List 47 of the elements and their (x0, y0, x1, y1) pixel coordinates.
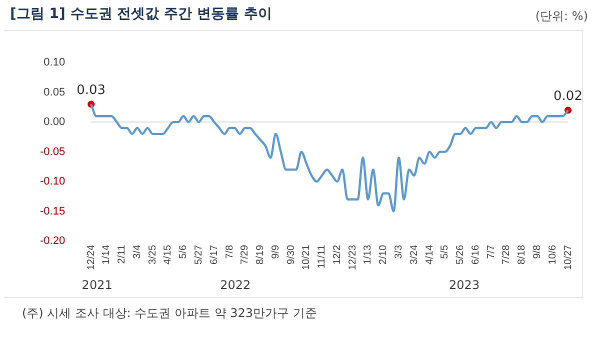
x-tick-label: 3/3 (394, 244, 405, 259)
x-tick-label: 3/24 (408, 244, 420, 264)
text: (단위: %) (535, 8, 588, 25)
x-tick-label: 3/4 (132, 244, 143, 259)
text: (주) 시세 조사 대상: 수도권 아파트 약 323만가구 기준 (22, 305, 317, 322)
y-tick-label: 0.00 (44, 116, 66, 128)
text: 2023 (449, 278, 480, 292)
x-tick-label: 9/30 (286, 244, 297, 264)
x-tick-label: 5/27 (194, 244, 205, 264)
y-tick-label: 0.10 (44, 56, 66, 69)
x-tick-label: 6/17 (208, 244, 220, 264)
x-tick-label: 1/13 (362, 244, 374, 264)
y-tick-label: -0.05 (40, 146, 66, 158)
x-tick-label: 1/14 (101, 244, 112, 264)
y-tick-label: 0.05 (44, 86, 66, 98)
y-tick-label: -0.20 (40, 235, 66, 248)
data-label: 0.03 (76, 83, 106, 98)
x-tick-label: 2/11 (116, 244, 128, 264)
x-tick-label: 7/28 (501, 244, 512, 264)
x-tick-label: 3/25 (147, 244, 158, 264)
x-tick-label: 12/2 (332, 244, 343, 264)
x-tick-label: 8/18 (516, 244, 528, 264)
text: 2022 (220, 278, 251, 292)
x-tick-label: 10/21 (301, 244, 312, 270)
x-tick-label: 12/23 (347, 244, 358, 270)
x-tick-label: 4/15 (162, 244, 174, 264)
x-tick-label: 4/14 (424, 244, 436, 264)
x-tick-label: 5/5 (440, 244, 451, 259)
chart-title: [그림 1] 수도권 전셋값 주간 변동률 추이 (10, 5, 272, 23)
x-tick-label: 5/6 (178, 244, 190, 259)
y-tick-label: -0.10 (40, 176, 66, 188)
x-tick-label: 2/10 (378, 244, 390, 264)
x-tick-label: 9/9 (270, 244, 282, 259)
x-tick-label: 9/8 (532, 244, 543, 259)
x-tick-label: 7/7 (486, 244, 497, 259)
x-tick-label: 10/6 (547, 244, 558, 264)
x-tick-label: 5/26 (455, 244, 466, 264)
x-tick-label: 7/29 (240, 244, 251, 264)
x-tick-label: 11/11 (316, 244, 328, 269)
x-tick-label: 12/24 (86, 244, 97, 270)
x-tick-label: 10/27 (562, 244, 574, 270)
x-tick-label: 6/16 (470, 244, 482, 264)
x-tick-label: 8/19 (255, 244, 266, 264)
data-label: 0.02 (554, 89, 582, 104)
text: 2021 (82, 278, 112, 292)
y-tick-label: -0.15 (40, 205, 66, 218)
x-tick-label: 7/8 (224, 244, 236, 259)
